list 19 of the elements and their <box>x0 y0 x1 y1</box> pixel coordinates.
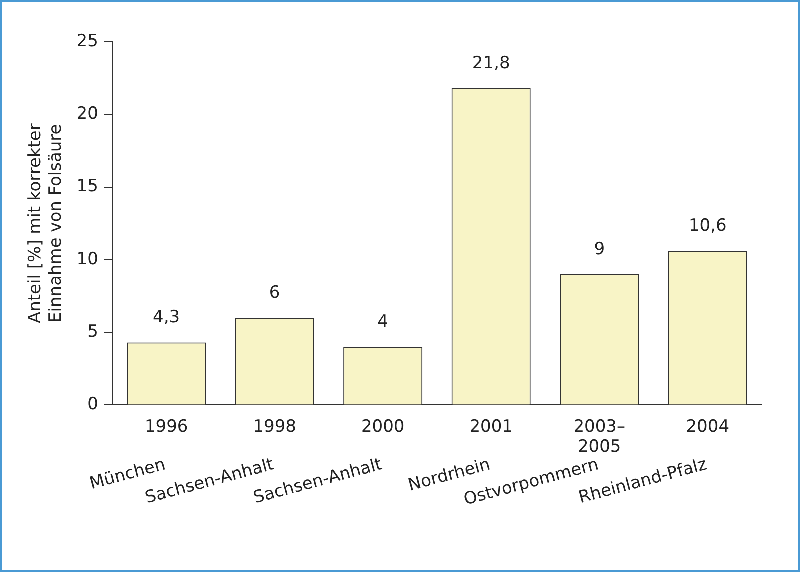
data-label: 4 <box>378 312 388 332</box>
y-tick-label: 0 <box>88 394 98 415</box>
x-tick-label: 1996 <box>144 416 188 437</box>
x-tick-label: 2004 <box>686 416 730 437</box>
x-tick-label: 2003–2005 <box>574 416 626 458</box>
x-tick-label: 1998 <box>253 416 296 437</box>
x-tick-label: 2000 <box>361 416 405 437</box>
x-tick-label: 2001 <box>470 416 513 437</box>
data-label: 6 <box>269 282 280 303</box>
y-tick-label: 10 <box>76 249 98 270</box>
y-tick-label: 20 <box>76 104 98 124</box>
y-tick-label: 5 <box>88 322 98 342</box>
data-label: 4,3 <box>153 308 180 328</box>
data-label: 9 <box>594 239 606 260</box>
data-label: 10,6 <box>688 216 727 236</box>
y-tick-label: 15 <box>76 176 98 197</box>
data-label: 21,8 <box>472 53 510 74</box>
y-tick-label: 25 <box>76 31 98 52</box>
y-axis-title: Anteil [%] mit korrekter Einnahme von Folsäure <box>26 124 66 324</box>
